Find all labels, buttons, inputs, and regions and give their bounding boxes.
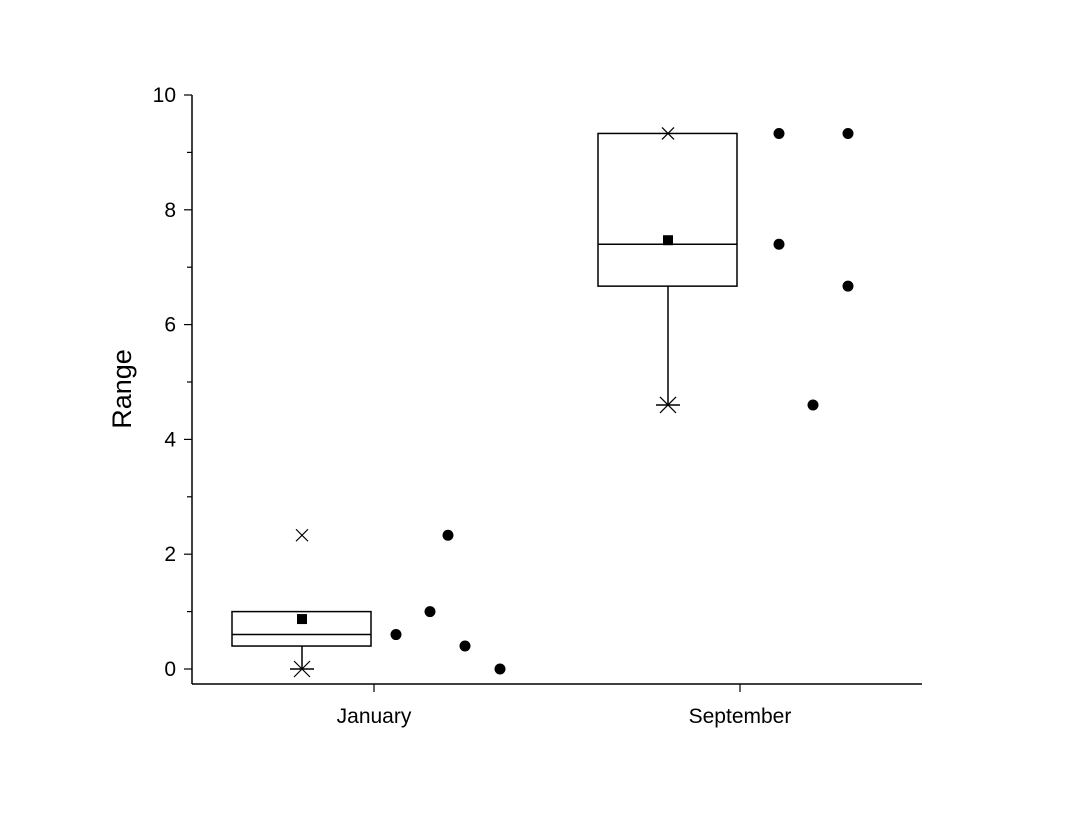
y-tick-label: 2	[164, 543, 176, 566]
data-point	[842, 280, 854, 292]
x-tick-label: September	[689, 705, 792, 728]
data-point	[807, 399, 819, 411]
mean-marker	[297, 614, 307, 625]
min-marker-stroke	[293, 660, 311, 678]
iqr-box	[597, 132, 738, 287]
data-point	[442, 529, 454, 541]
y-tick-label: 4	[164, 428, 176, 451]
max-marker	[661, 127, 675, 140]
data-point	[459, 640, 471, 652]
min-marker	[293, 660, 311, 678]
data-point	[773, 127, 785, 139]
mean-marker	[663, 235, 673, 246]
axes: 0 2 4 6 8 10 January September	[153, 84, 922, 728]
y-axis-title: Range	[107, 349, 137, 429]
max-marker-stroke	[295, 528, 309, 542]
iqr-box	[231, 610, 372, 647]
x-tick-label: January	[337, 705, 412, 728]
data-point	[773, 238, 785, 250]
data-point	[424, 606, 436, 618]
data-point	[390, 629, 402, 641]
y-tick-label: 6	[164, 314, 176, 337]
box-september	[597, 127, 854, 414]
plot-area	[231, 127, 854, 678]
y-tick-label: 0	[164, 658, 176, 681]
data-point	[494, 663, 506, 675]
min-marker-stroke	[659, 396, 677, 414]
max-marker	[295, 528, 309, 542]
data-point	[842, 127, 854, 139]
max-marker-stroke	[661, 127, 675, 140]
y-tick-label: 8	[164, 199, 176, 222]
box-january	[231, 528, 506, 678]
y-tick-label: 10	[153, 84, 176, 107]
min-marker	[659, 396, 677, 414]
